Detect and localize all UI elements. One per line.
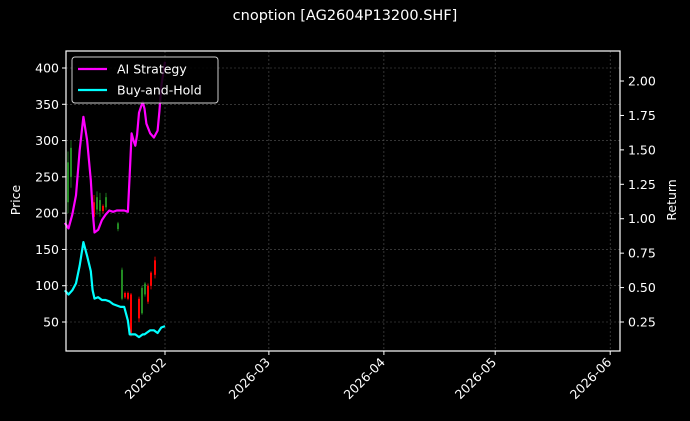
y2-tick-label: 0.50: [628, 280, 656, 295]
y-tick-label: 50: [43, 315, 59, 330]
legend-buy-and-hold-label: Buy-and-Hold: [117, 83, 202, 98]
legend-ai-strategy-label: AI Strategy: [117, 62, 187, 77]
candlesticks: [67, 140, 156, 337]
y-tick-label: 350: [35, 97, 59, 112]
y2-tick-label: 1.00: [628, 211, 656, 226]
chart-title: cnoption [AG2604P13200.SHF]: [232, 8, 458, 24]
series-line-buy-and-hold: [63, 241, 166, 339]
x-tick-label: 2026-04: [340, 354, 388, 402]
y-tick-label: 200: [35, 206, 59, 221]
y-tick-label: 250: [35, 169, 59, 184]
x-tick-label: 2026-05: [452, 355, 500, 403]
y2-tick-label: 1.50: [628, 142, 656, 157]
series-lines: [63, 61, 167, 339]
y-axis-label: Price: [8, 184, 23, 215]
y2-tick-label: 0.75: [628, 246, 656, 261]
axes-frame: [65, 50, 621, 352]
series-line-ai-strategy: [63, 61, 167, 234]
y-axis-right: 0.25 0.50 0.75 1.00 1.25 1.50 1.75 2.00: [620, 74, 656, 330]
x-tick-label: 2026-06: [567, 354, 615, 402]
y2-tick-label: 1.75: [628, 108, 656, 123]
y2-axis-label: Return: [664, 179, 679, 220]
y-tick-label: 300: [35, 133, 59, 148]
y2-tick-label: 0.25: [628, 315, 656, 330]
x-axis: 2026-02 2026-03 2026-04 2026-05 2026-06: [122, 351, 615, 403]
x-tick-label: 2026-02: [122, 355, 170, 403]
y2-tick-label: 1.25: [628, 177, 656, 192]
y2-tick-label: 2.00: [628, 74, 656, 89]
y-axis-left: 50 100 150 200 250 300 350 400: [35, 61, 66, 330]
legend: AI Strategy Buy-and-Hold: [71, 56, 219, 104]
y-tick-label: 400: [35, 61, 59, 76]
y-tick-label: 100: [35, 278, 59, 293]
grid-lines: [66, 51, 620, 351]
y-tick-label: 150: [35, 242, 59, 257]
x-tick-label: 2026-03: [225, 355, 273, 403]
